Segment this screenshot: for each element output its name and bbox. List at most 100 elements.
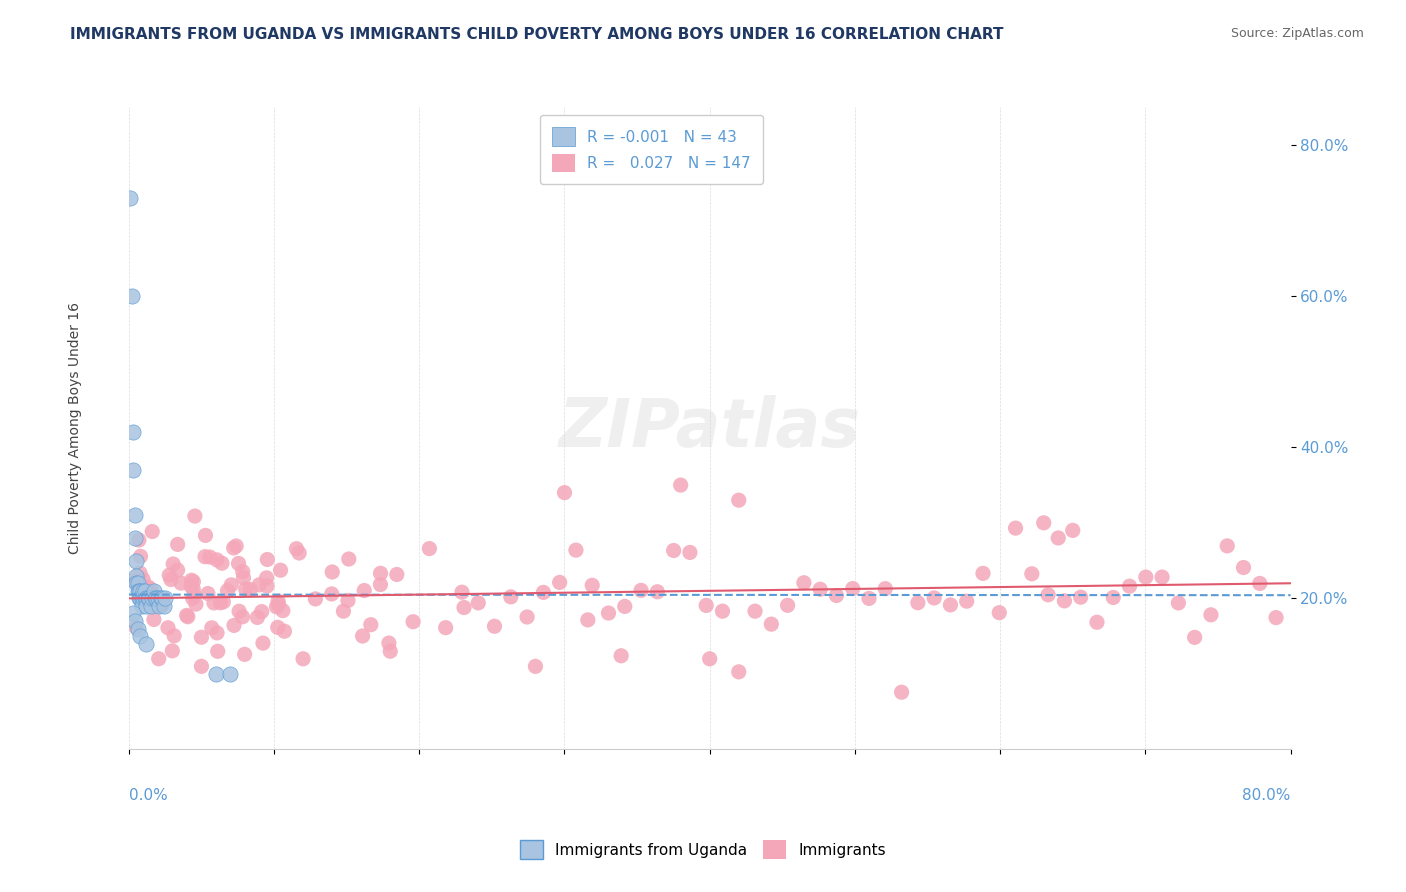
Immigrants	[219, 578, 242, 592]
Immigrants	[148, 599, 170, 613]
Text: ZIPatlas: ZIPatlas	[558, 395, 860, 461]
Immigrants	[380, 644, 402, 658]
Immigrants	[776, 599, 799, 613]
Immigrants	[1036, 588, 1059, 602]
Immigrants	[370, 566, 392, 581]
Immigrants	[183, 574, 205, 589]
Immigrants	[194, 549, 217, 564]
Immigrants	[163, 629, 186, 643]
Immigrants from Uganda	[125, 576, 148, 591]
Immigrants	[176, 608, 198, 623]
Immigrants	[205, 553, 228, 567]
Legend: R = -0.001   N = 43, R =   0.027   N = 147: R = -0.001 N = 43, R = 0.027 N = 147	[540, 115, 763, 185]
Immigrants	[484, 619, 506, 633]
Immigrants	[761, 617, 783, 632]
Immigrants from Uganda	[136, 591, 159, 606]
Immigrants from Uganda	[129, 583, 152, 598]
Immigrants	[184, 597, 207, 611]
Legend: Immigrants from Uganda, Immigrants: Immigrants from Uganda, Immigrants	[513, 832, 893, 866]
Immigrants	[1062, 524, 1084, 538]
Immigrants from Uganda	[150, 591, 173, 606]
Immigrants	[132, 573, 155, 587]
Immigrants from Uganda	[143, 591, 166, 606]
Immigrants	[266, 599, 288, 614]
Immigrants	[198, 549, 221, 564]
Immigrants	[434, 621, 457, 635]
Immigrants	[385, 567, 408, 582]
Immigrants	[988, 606, 1011, 620]
Immigrants	[233, 648, 256, 662]
Immigrants from Uganda	[127, 622, 149, 636]
Immigrants	[553, 485, 575, 500]
Immigrants from Uganda	[128, 583, 150, 598]
Immigrants	[524, 659, 547, 673]
Immigrants	[858, 591, 880, 606]
Immigrants	[270, 563, 292, 577]
Immigrants	[402, 615, 425, 629]
Immigrants	[271, 604, 294, 618]
Immigrants	[212, 595, 235, 609]
Immigrants	[180, 574, 202, 588]
Immigrants	[332, 604, 354, 618]
Immigrants	[292, 652, 315, 666]
Immigrants	[451, 585, 474, 599]
Immigrants	[166, 537, 188, 551]
Immigrants	[129, 566, 152, 580]
Immigrants	[267, 594, 290, 608]
Immigrants	[453, 600, 475, 615]
Immigrants from Uganda	[124, 508, 146, 523]
Immigrants from Uganda	[142, 583, 165, 598]
Immigrants	[129, 549, 152, 564]
Immigrants	[177, 609, 200, 624]
Immigrants from Uganda	[219, 666, 242, 681]
Immigrants	[239, 582, 262, 597]
Immigrants	[160, 573, 183, 587]
Immigrants	[321, 587, 343, 601]
Immigrants	[1032, 516, 1054, 530]
Immigrants from Uganda	[134, 591, 156, 606]
Immigrants	[499, 590, 522, 604]
Text: Source: ZipAtlas.com: Source: ZipAtlas.com	[1230, 27, 1364, 40]
Immigrants	[1085, 615, 1108, 630]
Immigrants from Uganda	[145, 591, 167, 606]
Immigrants	[132, 583, 155, 598]
Immigrants	[1021, 566, 1043, 581]
Immigrants from Uganda	[122, 607, 145, 621]
Text: 0.0%: 0.0%	[129, 788, 167, 803]
Immigrants from Uganda	[121, 289, 143, 303]
Immigrants from Uganda	[134, 583, 156, 598]
Immigrants from Uganda	[129, 591, 152, 606]
Immigrants	[1249, 576, 1271, 591]
Immigrants	[662, 543, 685, 558]
Immigrants	[228, 604, 250, 618]
Immigrants	[209, 596, 232, 610]
Text: 80.0%: 80.0%	[1243, 788, 1291, 803]
Immigrants	[1167, 596, 1189, 610]
Immigrants from Uganda	[131, 591, 153, 606]
Immigrants	[252, 636, 274, 650]
Immigrants	[1135, 570, 1157, 584]
Immigrants	[467, 596, 489, 610]
Immigrants	[285, 541, 308, 556]
Immigrants from Uganda	[122, 463, 145, 477]
Immigrants	[141, 524, 163, 539]
Immigrants	[576, 613, 599, 627]
Immigrants	[352, 629, 374, 643]
Immigrants	[630, 583, 652, 598]
Immigrants	[142, 612, 165, 626]
Immigrants from Uganda	[153, 591, 176, 606]
Immigrants	[727, 493, 749, 508]
Immigrants from Uganda	[128, 591, 150, 606]
Immigrants	[197, 586, 219, 600]
Immigrants from Uganda	[127, 583, 149, 598]
Immigrants	[727, 665, 749, 679]
Immigrants	[211, 556, 233, 570]
Immigrants from Uganda	[122, 425, 145, 440]
Immigrants from Uganda	[135, 599, 157, 613]
Immigrants from Uganda	[146, 591, 169, 606]
Immigrants from Uganda	[132, 591, 155, 606]
Immigrants	[225, 539, 247, 553]
Immigrants	[180, 579, 202, 593]
Immigrants	[825, 589, 848, 603]
Immigrants	[201, 621, 224, 635]
